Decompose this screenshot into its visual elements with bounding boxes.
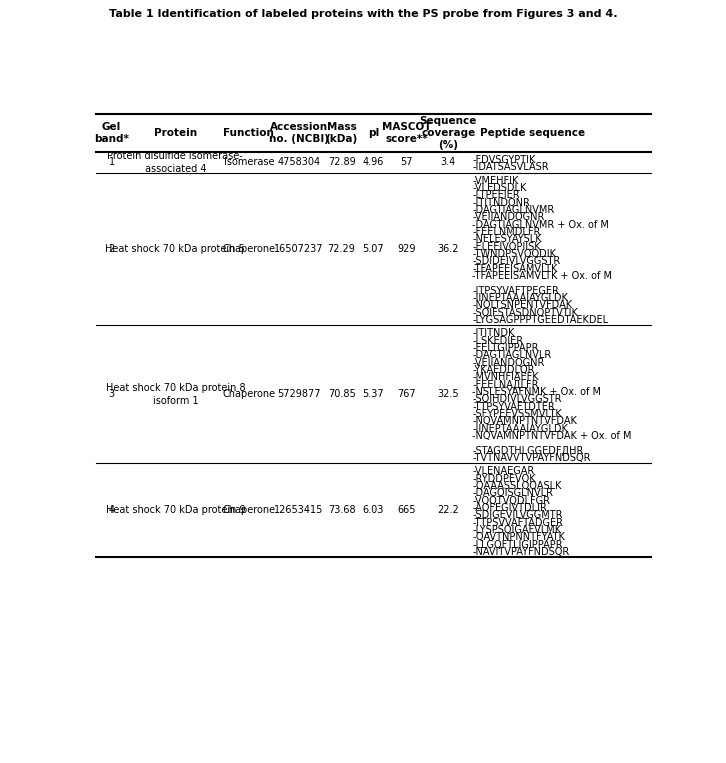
Text: 57: 57 [401, 157, 413, 167]
Text: Protein disulfide isomerase-
associated 4: Protein disulfide isomerase- associated … [107, 151, 243, 173]
Text: Heat shock 70 kDa protein 8
isoform 1: Heat shock 70 kDa protein 8 isoform 1 [105, 383, 245, 406]
Text: Chaperone: Chaperone [222, 505, 275, 516]
Text: -NELESYAYSLK: -NELESYAYSLK [472, 234, 542, 244]
Text: 665: 665 [397, 505, 416, 516]
Text: Heat shock 70 kDa protein 9: Heat shock 70 kDa protein 9 [105, 505, 245, 516]
Text: -YKAEDDLQR: -YKAEDDLQR [472, 365, 534, 375]
Text: Protein: Protein [154, 128, 197, 138]
Text: Chaperone: Chaperone [222, 244, 275, 254]
Text: 3.4: 3.4 [441, 157, 456, 167]
Text: -AQFEGIVTDLIR: -AQFEGIVTDLIR [472, 503, 547, 513]
Text: -VMEHFIK: -VMEHFIK [472, 175, 518, 185]
Text: -IINEPTAAAIAYGLDK: -IINEPTAAAIAYGLDK [472, 423, 568, 434]
Text: Mass
(kDa): Mass (kDa) [325, 122, 358, 144]
Text: pI: pI [368, 128, 379, 138]
Text: -FEELNMDLFR: -FEELNMDLFR [472, 227, 541, 237]
Text: -NQLTSNPENTVFDAK: -NQLTSNPENTVFDAK [472, 301, 572, 311]
Text: -FDVSGYPTIK: -FDVSGYPTIK [472, 155, 536, 165]
Text: -VLENAEGAR: -VLENAEGAR [472, 466, 534, 476]
Text: -NAVITVPAYFNDSQR: -NAVITVPAYFNDSQR [472, 547, 569, 557]
Text: Gel
band*: Gel band* [94, 122, 129, 144]
Text: 4: 4 [109, 505, 115, 516]
Text: Peptide sequence: Peptide sequence [481, 128, 585, 138]
Text: -MVNHFIAEFK: -MVNHFIAEFK [472, 372, 539, 382]
Text: -QAVTNPNNTFYATK: -QAVTNPNNTFYATK [472, 533, 565, 542]
Text: 929: 929 [397, 244, 416, 254]
Text: -DAGTIAGLNVLR: -DAGTIAGLNVLR [472, 350, 552, 360]
Text: Heat shock 70 kDa protein 5: Heat shock 70 kDa protein 5 [105, 244, 245, 254]
Text: 6.03: 6.03 [363, 505, 384, 516]
Text: 32.5: 32.5 [438, 389, 459, 399]
Text: -ITITNDQNR: -ITITNDQNR [472, 198, 530, 208]
Text: -ITITNDK: -ITITNDK [472, 328, 515, 338]
Text: 3: 3 [109, 389, 115, 399]
Text: -TTPSYVAFTDTER: -TTPSYVAFTDTER [472, 402, 555, 412]
Text: Chaperone: Chaperone [222, 389, 275, 399]
Text: 12653415: 12653415 [274, 505, 323, 516]
Text: 767: 767 [397, 389, 416, 399]
Text: 22.2: 22.2 [438, 505, 459, 516]
Text: -RYDDPEVQK: -RYDDPEVQK [472, 474, 536, 484]
Text: -VEIIANDQGNR: -VEIIANDQGNR [472, 358, 544, 368]
Text: -SFYPEEVSSMVLTK: -SFYPEEVSSMVLTK [472, 409, 562, 419]
Text: -DAGTIAGLNVMR: -DAGTIAGLNVMR [472, 205, 555, 215]
Text: -NSLESYAFNMK + Ox. of M: -NSLESYAFNMK + Ox. of M [472, 387, 601, 397]
Text: Isomerase: Isomerase [224, 157, 274, 167]
Text: Table 1 Identification of labeled proteins with the PS probe from Figures 3 and : Table 1 Identification of labeled protei… [109, 9, 617, 19]
Text: -IINEPTAAAIAYGLDK: -IINEPTAAAIAYGLDK [472, 293, 568, 303]
Text: 16507237: 16507237 [274, 244, 323, 254]
Text: -TFAPEEISAMVLTK: -TFAPEEISAMVLTK [472, 264, 558, 274]
Text: 70.85: 70.85 [327, 389, 356, 399]
Text: -TWNDPSVQQDIK: -TWNDPSVQQDIK [472, 249, 556, 259]
Text: 72.89: 72.89 [327, 157, 356, 167]
Text: MASCOT
score**: MASCOT score** [382, 122, 431, 144]
Text: Sequence
coverage
(%): Sequence coverage (%) [420, 115, 477, 150]
Text: 36.2: 36.2 [438, 244, 459, 254]
Text: 5.37: 5.37 [363, 389, 384, 399]
Text: 73.68: 73.68 [328, 505, 356, 516]
Text: 2: 2 [108, 244, 115, 254]
Text: Accession
no. (NCBI): Accession no. (NCBI) [269, 122, 329, 144]
Text: 72.29: 72.29 [327, 244, 356, 254]
Text: -SQIHDIVLVGGSTR: -SQIHDIVLVGGSTR [472, 394, 562, 404]
Text: -LYGSAGPPPTGEEDTAEKDEL: -LYGSAGPPPTGEEDTAEKDEL [472, 315, 608, 325]
Text: -ITPSYVAFTPEGER: -ITPSYVAFTPEGER [472, 285, 559, 296]
Text: Function: Function [224, 128, 274, 138]
Text: -LSKEDIER: -LSKEDIER [472, 336, 523, 346]
Text: -NQVAMNPTNTVFDAK: -NQVAMNPTNTVFDAK [472, 417, 577, 427]
Text: -VLEDSDLK: -VLEDSDLK [472, 183, 526, 193]
Text: -LYSPSQIGAFVLMK: -LYSPSQIGAFVLMK [472, 525, 561, 535]
Text: 5.07: 5.07 [363, 244, 384, 254]
Text: -VEIIANDQGNR: -VEIIANDQGNR [472, 212, 544, 222]
Text: 4758304: 4758304 [277, 157, 320, 167]
Text: -SQIFSTASDNQPTVTIK: -SQIFSTASDNQPTVTIK [472, 307, 578, 317]
Text: 1: 1 [109, 157, 115, 167]
Text: -TVTNAVVTVPAYFNDSQR: -TVTNAVVTVPAYFNDSQR [472, 453, 591, 463]
Text: 4.96: 4.96 [363, 157, 384, 167]
Text: -ELEEIVOPIISK: -ELEEIVOPIISK [472, 242, 541, 252]
Text: -IDATSASVLASR: -IDATSASVLASR [472, 163, 549, 172]
Text: -FELTGIPPAPR: -FELTGIPPAPR [472, 343, 539, 353]
Text: -FEELNАДLFR: -FEELNАДLFR [472, 380, 539, 390]
Text: -LTPEEIER: -LTPEEIER [472, 190, 520, 200]
Text: -TTPSVVAFTADGER: -TTPSVVAFTADGER [472, 518, 563, 528]
Text: -NQVAMNPTNTVFDAK + Ox. of M: -NQVAMNPTNTVFDAK + Ox. of M [472, 431, 632, 441]
Text: -LLGQFTLIGIPPAPR: -LLGQFTLIGIPPAPR [472, 540, 563, 550]
Text: -QAAASSLQQASLK: -QAAASSLQQASLK [472, 481, 562, 491]
Text: -SDIDEIVLVGGSTR: -SDIDEIVLVGGSTR [472, 256, 560, 266]
Text: -SDIGEVILVGGMTR: -SDIGEVILVGGMTR [472, 510, 563, 520]
Text: -DAGQISGLNVLR: -DAGQISGLNVLR [472, 488, 553, 498]
Text: -VQQTVQDLFGR: -VQQTVQDLFGR [472, 496, 550, 506]
Text: -DAGTIAGLNVMR + Ox. of M: -DAGTIAGLNVMR + Ox. of M [472, 220, 609, 230]
Text: -TFAPEEISAMVLTK + Ox. of M: -TFAPEEISAMVLTK + Ox. of M [472, 271, 612, 281]
Text: 5729877: 5729877 [277, 389, 320, 399]
Text: -STAGDTHLGGEDFДНR: -STAGDTHLGGEDFДНR [472, 446, 584, 456]
